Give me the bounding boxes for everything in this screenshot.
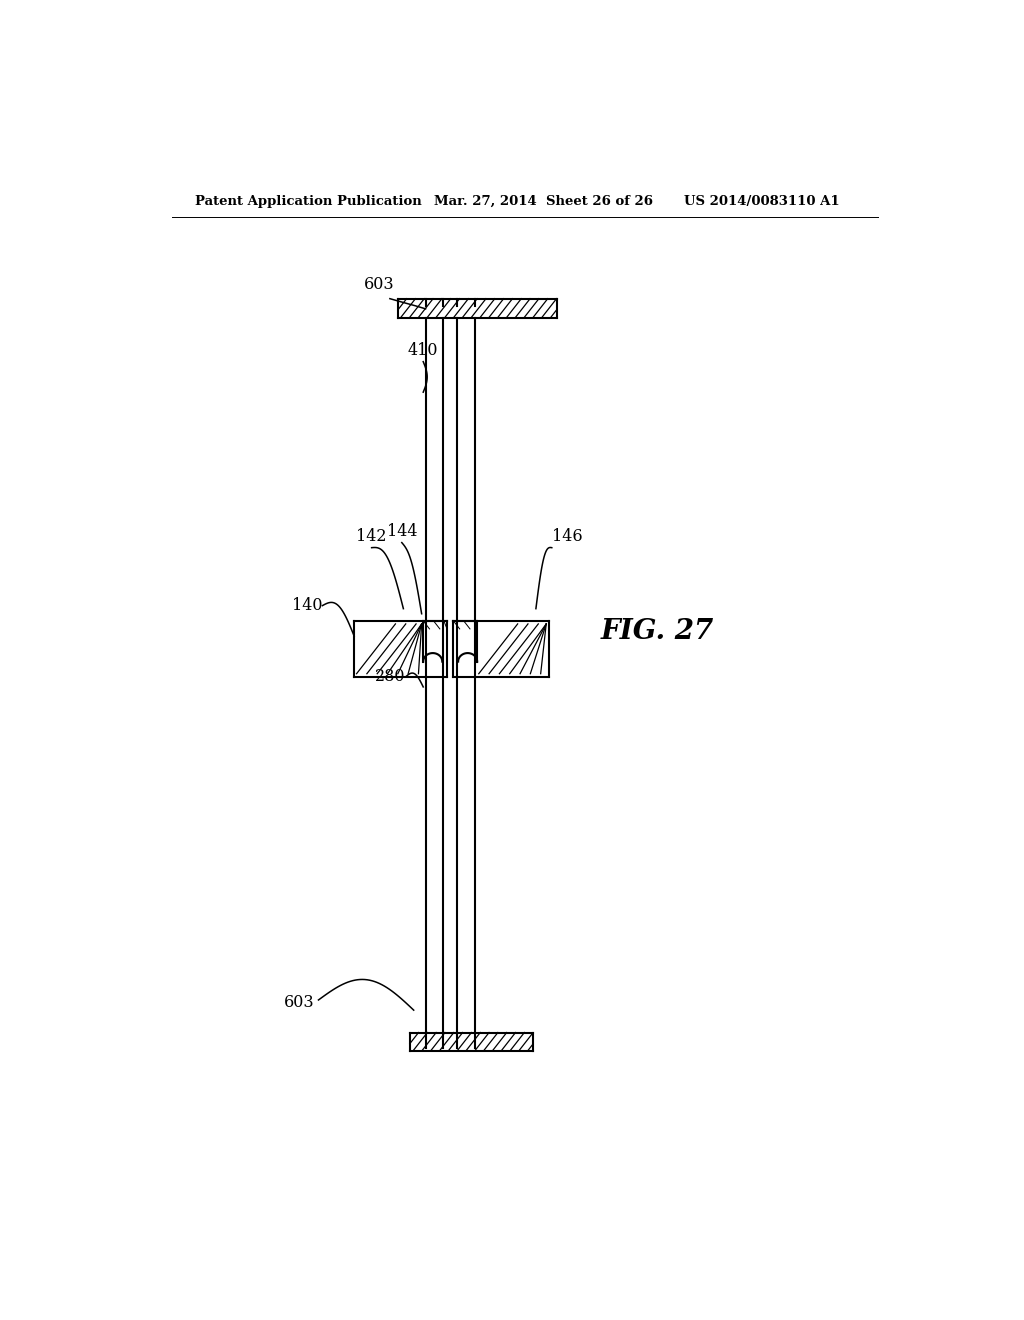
Text: US 2014/0083110 A1: US 2014/0083110 A1 [684,194,839,207]
Text: Mar. 27, 2014  Sheet 26 of 26: Mar. 27, 2014 Sheet 26 of 26 [433,194,652,207]
Text: FIG. 27: FIG. 27 [600,618,714,644]
Text: 140: 140 [292,597,323,614]
Text: 144: 144 [386,523,417,540]
Text: Patent Application Publication: Patent Application Publication [196,194,422,207]
Text: 603: 603 [284,994,314,1011]
Text: 603: 603 [364,276,394,293]
Text: 146: 146 [552,528,583,545]
Text: 410: 410 [408,342,438,359]
Text: 142: 142 [356,528,387,545]
Text: 280: 280 [375,668,406,685]
